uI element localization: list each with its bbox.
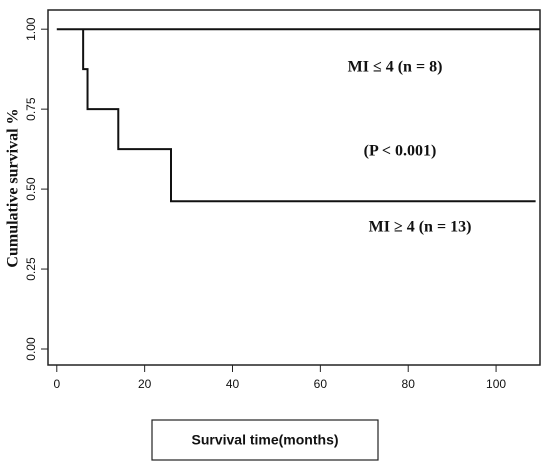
y-tick-label: 0.50 [24,177,38,201]
x-label-box [151,419,379,461]
y-tick-label: 0.00 [24,337,38,361]
series-label: MI ≤ 4 (n = 8) [348,59,443,76]
x-tick-label: 80 [402,377,416,391]
y-tick-label: 1.00 [24,17,38,41]
x-tick-label: 60 [314,377,328,391]
x-axis-label: Survival time(months) [191,432,338,448]
x-tick-label: 100 [486,377,506,391]
plot-frame [47,9,541,366]
p-value: (P < 0.001) [364,143,437,160]
x-tick-label: 0 [53,377,60,391]
series-label: MI ≥ 4 (n = 13) [369,219,472,236]
y-tick-label: 0.25 [24,257,38,281]
x-tick-label: 20 [138,377,152,391]
survival-curve [82,29,536,203]
y-tick-label: 0.75 [24,97,38,121]
y-axis-label: Cumulative survival % [5,108,22,267]
x-tick-label: 40 [226,377,240,391]
